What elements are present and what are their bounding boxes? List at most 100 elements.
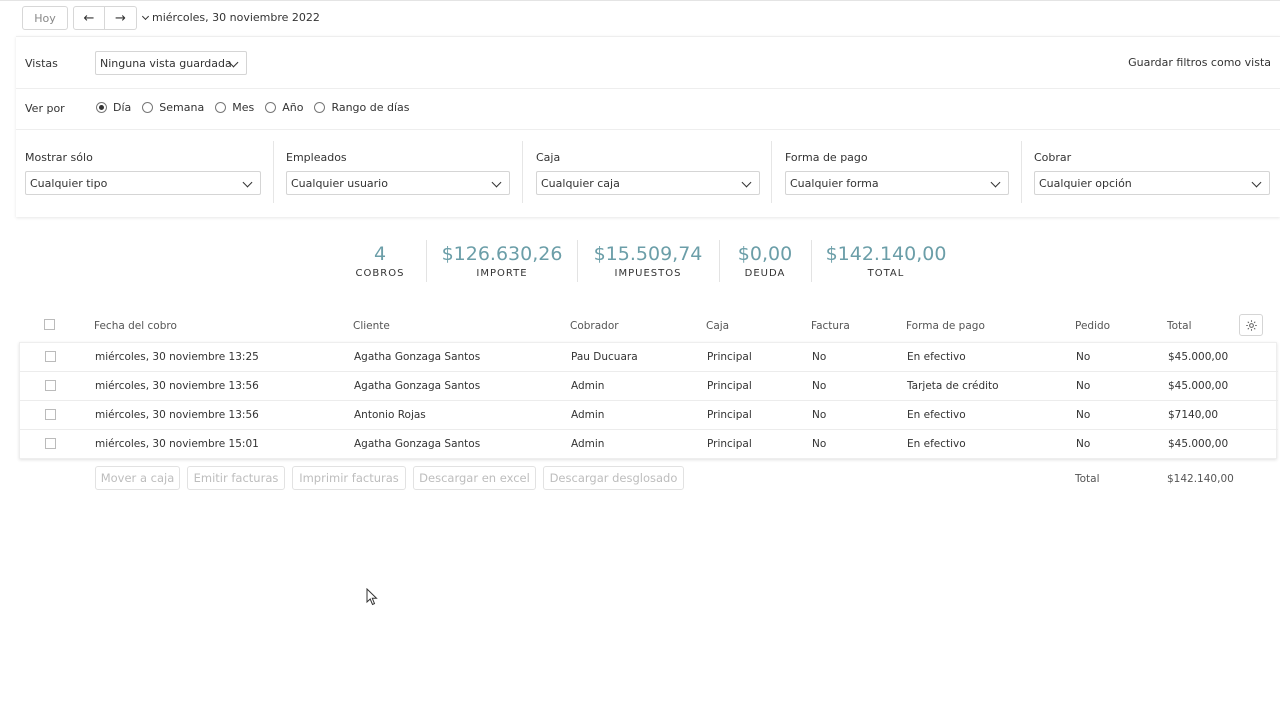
period-radio-group: Día Semana Mes Año Rango de días <box>96 101 421 114</box>
cell-client: Antonio Rojas <box>354 409 426 421</box>
cell-order: No <box>1076 438 1091 450</box>
cell-box: Principal <box>707 380 752 392</box>
cell-collector: Pau Ducuara <box>571 351 638 363</box>
date-nav-group: ← → <box>73 6 138 30</box>
gear-icon <box>1245 319 1257 331</box>
radio-week[interactable]: Semana <box>142 101 204 114</box>
row-checkbox[interactable] <box>45 438 56 449</box>
cell-collector: Admin <box>571 409 605 421</box>
download-excel-button[interactable]: Descargar en excel <box>413 466 536 490</box>
radio-button[interactable] <box>215 102 227 113</box>
divider <box>577 240 578 282</box>
stat-label: IMPUESTOS <box>614 268 682 279</box>
employees-select[interactable]: Cualquier usuario <box>286 171 510 195</box>
today-button[interactable]: Hoy <box>22 6 68 30</box>
col-header-payment[interactable]: Forma de pago <box>906 320 985 332</box>
radio-label: Mes <box>232 101 255 114</box>
chevron-down-icon <box>990 177 1001 188</box>
radio-button[interactable] <box>265 102 277 113</box>
move-to-box-button[interactable]: Mover a caja <box>95 466 180 490</box>
stat-label: DEUDA <box>744 268 786 279</box>
cell-client: Agatha Gonzaga Santos <box>354 380 481 392</box>
radio-day[interactable]: Día <box>96 101 131 114</box>
table-row[interactable]: miércoles, 30 noviembre 13:56 Agatha Gon… <box>20 372 1278 401</box>
cell-invoice: No <box>812 380 827 392</box>
radio-year[interactable]: Año <box>265 101 303 114</box>
cell-payment: En efectivo <box>907 409 966 421</box>
table-row[interactable]: miércoles, 30 noviembre 13:56 Antonio Ro… <box>20 401 1278 430</box>
chevron-down-icon <box>491 177 502 188</box>
radio-month[interactable]: Mes <box>215 101 254 114</box>
stat-label: COBROS <box>355 268 405 279</box>
cell-order: No <box>1076 380 1091 392</box>
radio-label: Día <box>113 101 132 114</box>
stat-deuda: $0,00 DEUDA <box>730 242 800 279</box>
next-day-button[interactable]: → <box>105 6 137 30</box>
footer-total-label: Total <box>1075 473 1100 485</box>
employees-label: Empleados <box>286 151 347 164</box>
cell-order: No <box>1076 351 1091 363</box>
stat-label: TOTAL <box>867 268 905 279</box>
col-header-date[interactable]: Fecha del cobro <box>94 320 177 332</box>
charge-label: Cobrar <box>1034 151 1072 164</box>
chevron-down-icon <box>741 177 752 188</box>
row-checkbox[interactable] <box>45 409 56 420</box>
show-only-select[interactable]: Cualquier tipo <box>25 171 261 195</box>
cell-invoice: No <box>812 351 827 363</box>
col-header-collector[interactable]: Cobrador <box>570 320 619 332</box>
select-all-checkbox[interactable] <box>44 319 55 330</box>
views-select-value: Ninguna vista guardada <box>100 56 232 70</box>
chevron-down-icon <box>141 12 150 20</box>
col-header-total[interactable]: Total <box>1167 320 1192 332</box>
row-checkbox[interactable] <box>45 380 56 391</box>
box-select[interactable]: Cualquier caja <box>536 171 760 195</box>
cell-collector: Admin <box>571 438 605 450</box>
views-select[interactable]: Ninguna vista guardada <box>95 51 247 75</box>
date-picker[interactable]: miércoles, 30 noviembre 2022 <box>141 11 320 24</box>
stat-value: $142.140,00 <box>825 243 947 265</box>
select-value: Cualquier forma <box>790 176 879 190</box>
divider <box>522 141 523 203</box>
col-header-client[interactable]: Cliente <box>353 320 390 332</box>
stat-impuestos: $15.509,74 IMPUESTOS <box>588 242 708 279</box>
stat-cobros: 4 COBROS <box>345 242 415 279</box>
select-value: Cualquier usuario <box>291 176 388 190</box>
cell-payment: Tarjeta de crédito <box>907 380 999 392</box>
cell-client: Agatha Gonzaga Santos <box>354 351 481 363</box>
save-view-link[interactable]: Guardar filtros como vista <box>1128 56 1271 69</box>
charge-select[interactable]: Cualquier opción <box>1034 171 1270 195</box>
top-divider <box>0 0 1280 1</box>
col-header-order[interactable]: Pedido <box>1075 320 1111 332</box>
radio-range[interactable]: Rango de días <box>314 101 410 114</box>
radio-button[interactable] <box>314 102 326 113</box>
divider <box>719 240 720 282</box>
download-breakdown-button[interactable]: Descargar desglosado <box>543 466 684 490</box>
cell-date: miércoles, 30 noviembre 13:56 <box>95 380 259 392</box>
chevron-down-icon <box>242 177 253 188</box>
col-header-box[interactable]: Caja <box>706 320 730 332</box>
cell-order: No <box>1076 409 1091 421</box>
print-invoices-button[interactable]: Imprimir facturas <box>292 466 406 490</box>
cell-invoice: No <box>812 409 827 421</box>
table-settings-button[interactable] <box>1239 314 1263 336</box>
cell-total: $45.000,00 <box>1168 438 1229 450</box>
filters-panel: Vistas Ninguna vista guardada Guardar fi… <box>16 36 1280 217</box>
divider <box>273 141 274 203</box>
stat-value: $126.630,26 <box>441 243 563 265</box>
cell-payment: En efectivo <box>907 351 966 363</box>
stat-importe: $126.630,26 IMPORTE <box>437 242 567 279</box>
radio-button[interactable] <box>142 102 154 113</box>
payment-select[interactable]: Cualquier forma <box>785 171 1009 195</box>
row-checkbox[interactable] <box>45 351 56 362</box>
radio-button[interactable] <box>96 102 107 113</box>
period-label: Ver por <box>25 102 65 115</box>
period-row: Ver por Día Semana Mes Año Rango de días <box>16 88 1280 130</box>
views-row: Vistas Ninguna vista guardada Guardar fi… <box>16 37 1280 89</box>
cell-total: $7140,00 <box>1168 409 1219 421</box>
col-header-invoice[interactable]: Factura <box>811 320 850 332</box>
table-row[interactable]: miércoles, 30 noviembre 15:01 Agatha Gon… <box>20 430 1278 459</box>
table-row[interactable]: miércoles, 30 noviembre 13:25 Agatha Gon… <box>20 343 1278 372</box>
issue-invoices-button[interactable]: Emitir facturas <box>187 466 285 490</box>
prev-day-button[interactable]: ← <box>73 6 105 30</box>
cell-invoice: No <box>812 438 827 450</box>
